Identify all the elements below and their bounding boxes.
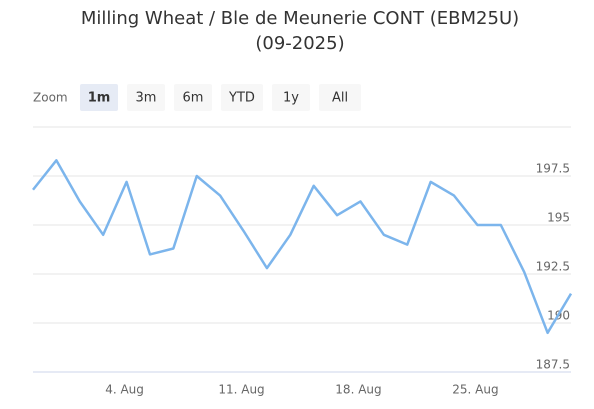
zoom-button-label: 3m <box>136 91 157 106</box>
y-tick-label: 195 <box>547 211 570 225</box>
y-tick-label: 192.5 <box>536 260 570 274</box>
chart-subtitle: (09-2025) <box>255 33 344 54</box>
line <box>32 159 573 335</box>
zoom-button-label: 1y <box>283 91 299 106</box>
y-tick-label: 197.5 <box>536 162 570 176</box>
zoom-button-bg <box>174 84 212 111</box>
zoom-button[interactable]: 1y <box>272 84 310 111</box>
chart-title: Milling Wheat / Ble de Meunerie CONT (EB… <box>81 8 519 29</box>
x-tick-label: 4. Aug <box>105 383 144 397</box>
zoom-button-label: YTD <box>228 91 255 106</box>
x-tick-label: 25. Aug <box>452 383 498 397</box>
y-tick-label: 187.5 <box>536 358 570 372</box>
zoom-button[interactable]: 1m <box>80 84 118 111</box>
zoom-button-bg <box>127 84 165 111</box>
zoom-label: Zoom <box>33 91 68 105</box>
x-tick-label: 18. Aug <box>335 383 381 397</box>
zoom-button-bg <box>80 84 118 111</box>
zoom-button[interactable]: 6m <box>174 84 212 111</box>
zoom-button[interactable]: 3m <box>127 84 165 111</box>
x-tick-label: 11. Aug <box>218 383 264 397</box>
zoom-button-label: 1m <box>88 91 111 106</box>
range-selector: Zoom 1m 3m 6m YTD 1y All <box>33 84 361 111</box>
zoom-button-bg <box>221 84 263 111</box>
zoom-button[interactable]: YTD <box>221 84 263 111</box>
zoom-button-bg <box>272 84 310 111</box>
zoom-button-label: All <box>332 91 348 106</box>
zoom-button-bg <box>319 84 361 111</box>
zoom-button-label: 6m <box>183 91 204 106</box>
zoom-button[interactable]: All <box>319 84 361 111</box>
